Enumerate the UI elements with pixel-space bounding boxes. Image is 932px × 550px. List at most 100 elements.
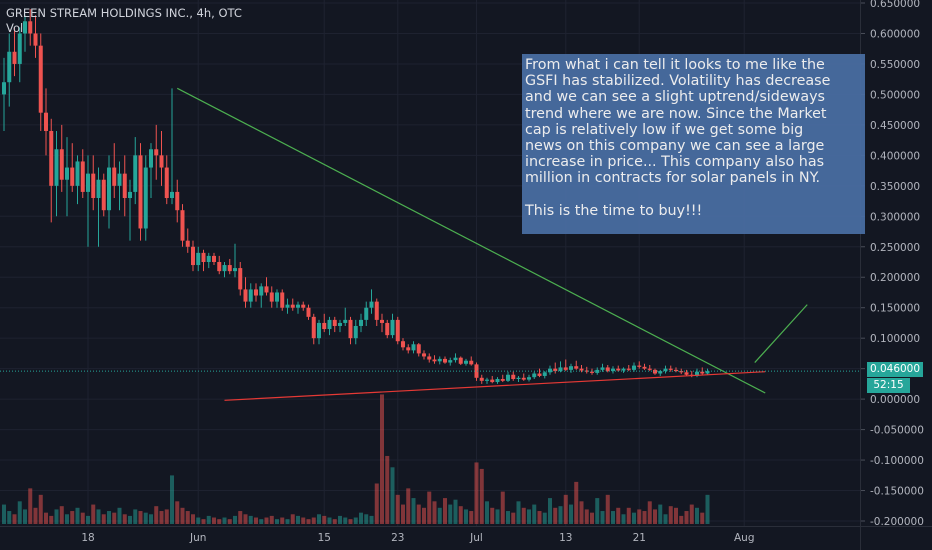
volume-bar (532, 504, 537, 524)
volume-bar (59, 506, 64, 524)
volume-bar (33, 507, 38, 524)
price-axis-label: -0.050000 (870, 425, 924, 437)
volume-bar (474, 462, 479, 524)
volume-bar (469, 511, 474, 524)
candle-body (511, 374, 516, 380)
price-axis-label: 0.200000 (870, 272, 920, 284)
volume-bar (269, 515, 274, 524)
price-axis-label: 0.300000 (870, 211, 920, 223)
candle-body (44, 112, 48, 131)
candle-body (306, 307, 311, 317)
price-axis-label: 0.250000 (870, 242, 920, 254)
volume-bar (86, 515, 90, 524)
candle-body (327, 319, 332, 330)
candle-body (243, 289, 248, 302)
price-axis-label: 0.500000 (870, 89, 920, 101)
volume-bar (238, 511, 243, 524)
volume-bar (311, 517, 316, 524)
volume-bar (695, 507, 699, 524)
candle-body (521, 377, 526, 380)
candle-body (254, 289, 258, 296)
volume-bar (427, 491, 432, 524)
candle-body (222, 265, 227, 272)
candle-body (201, 252, 206, 262)
volume-bar (689, 504, 694, 524)
candle-body (17, 33, 22, 64)
trendline-projection[interactable] (754, 304, 808, 363)
volume-bar (80, 512, 85, 524)
candle-body (364, 307, 369, 320)
candle-body (138, 155, 143, 229)
volume-bar (432, 501, 437, 524)
candle-body (322, 322, 327, 330)
candle-body (705, 371, 710, 374)
trendline-ascending[interactable] (224, 371, 766, 401)
candle-body (437, 358, 442, 362)
candle-body (212, 255, 216, 262)
volume-bar (395, 494, 400, 524)
candle-body (443, 358, 447, 363)
volume-bar (369, 515, 374, 524)
candle-body (569, 366, 573, 370)
trendline-descending[interactable] (176, 87, 766, 394)
volume-bar (65, 514, 69, 524)
candle-body (411, 344, 416, 351)
volume-label: Vol (6, 21, 24, 35)
volume-bar (658, 504, 663, 524)
price-axis-label: -0.150000 (870, 486, 924, 498)
volume-bar (684, 511, 689, 524)
candle-body (70, 167, 75, 186)
volume-bar (227, 519, 232, 524)
candle-body (154, 149, 159, 156)
volume-bar (91, 504, 96, 524)
volume-bar (679, 515, 684, 524)
candle-body (248, 289, 253, 302)
price-axis-label: 0.150000 (870, 303, 920, 315)
symbol-title: GREEN STREAM HOLDINGS INC., 4h, OTC (6, 6, 242, 20)
candle-body (49, 130, 54, 186)
volume-bar (632, 512, 636, 524)
volume-bar (590, 512, 594, 524)
candle-body (128, 191, 132, 199)
volume-bar (290, 514, 295, 524)
candle-body (506, 374, 510, 381)
annotation-note[interactable]: From what i can tell it looks to me like… (522, 54, 865, 234)
candle-body (343, 319, 348, 323)
candle-body (700, 371, 705, 374)
volume-bar (663, 514, 668, 524)
volume-bar (7, 511, 12, 524)
volume-bar (332, 519, 337, 524)
volume-bar (44, 512, 48, 524)
candle-body (75, 161, 80, 186)
volume-bar (605, 494, 610, 524)
price-axis-label: 0.000000 (870, 394, 920, 406)
volume-bar (2, 504, 6, 524)
volume-bar (154, 506, 159, 524)
candle-body (395, 319, 400, 342)
candle-body (642, 366, 647, 369)
volume-bar (206, 515, 211, 524)
candle-body (385, 322, 390, 336)
candle-body (464, 360, 468, 364)
volume-bar (563, 494, 568, 524)
volume-bar (296, 515, 300, 524)
candle-body (33, 33, 38, 46)
volume-bar (380, 394, 384, 524)
candle-body (217, 262, 222, 272)
volume-bar (453, 499, 458, 524)
candle-body (479, 377, 484, 381)
candle-body (668, 368, 673, 370)
volume-bar (185, 511, 190, 524)
candle-body (600, 367, 605, 370)
volume-bar (17, 501, 22, 524)
volume-bar (385, 455, 390, 524)
candle-body (143, 167, 148, 229)
candle-body (338, 322, 342, 326)
volume-bar (595, 498, 600, 524)
candle-body (101, 179, 106, 211)
candle-body (7, 51, 12, 83)
volume-bar (180, 507, 185, 524)
candle-body (684, 372, 689, 375)
candle-body (285, 304, 290, 308)
volume-bar (327, 517, 332, 524)
